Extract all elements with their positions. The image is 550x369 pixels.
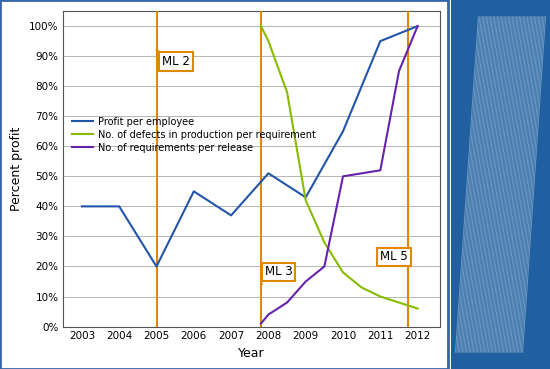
Text: ML 5: ML 5 bbox=[380, 251, 408, 263]
Text: ML 2: ML 2 bbox=[157, 50, 190, 68]
X-axis label: Year: Year bbox=[238, 347, 265, 360]
Legend: Profit per employee, No. of defects in production per requirement, No. of requir: Profit per employee, No. of defects in p… bbox=[72, 117, 316, 153]
Text: ML 3: ML 3 bbox=[261, 265, 293, 284]
Y-axis label: Percent profit: Percent profit bbox=[10, 127, 23, 211]
